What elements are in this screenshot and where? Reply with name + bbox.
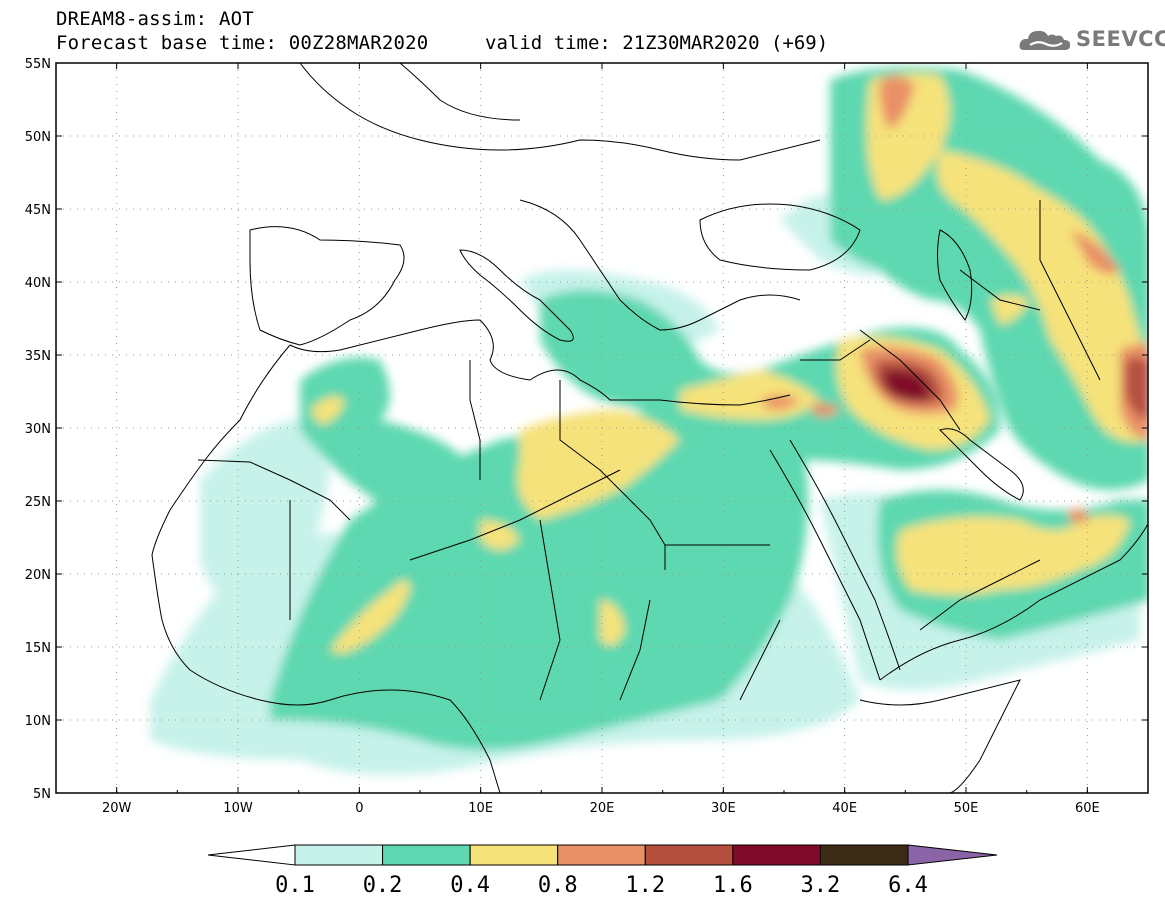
lat-label: 50N [25, 130, 51, 145]
colorbar-swatch [382, 844, 471, 866]
lon-label: 20W [102, 801, 132, 816]
lon-label: 0 [355, 801, 363, 816]
title-base-time: Forecast base time: 00Z28MAR2020 [56, 32, 429, 54]
colorbar-level-label: 0.8 [537, 873, 578, 898]
seevccc-logo [1018, 24, 1158, 56]
aot-field [56, 63, 1148, 793]
colorbar-level-label: 1.6 [712, 873, 753, 898]
lon-label: 20E [590, 801, 615, 816]
lon-label: 10E [468, 801, 493, 816]
colorbar [207, 844, 998, 866]
colorbar-right-arrow [907, 844, 998, 866]
colorbar-level-label: 3.2 [800, 873, 841, 898]
lat-label: 30N [25, 422, 51, 437]
lat-label: 35N [25, 349, 51, 364]
colorbar-swatch [469, 844, 559, 866]
lon-labels: 20W 10W 0 10E 20E 30E 40E 50E 60E [102, 801, 1100, 816]
lon-label: 50E [954, 801, 979, 816]
lat-labels: 55N 50N 45N 40N 35N 30N 25N 20N 15N 10N 5N [25, 57, 51, 802]
lat-label: 25N [25, 495, 51, 510]
colorbar-left-arrow [207, 844, 296, 866]
colorbar-swatch [732, 844, 821, 866]
coastlines [151, 63, 1148, 793]
graticule [56, 63, 1148, 793]
lat-label: 20N [25, 568, 51, 583]
colorbar-level-label: 0.1 [275, 873, 315, 898]
lat-label: 45N [25, 203, 51, 218]
axis-ticks [55, 62, 1149, 794]
title-valid-time: valid time: 21Z30MAR2020 (+69) [485, 32, 829, 54]
lon-label: 40E [832, 801, 857, 816]
lat-label: 10N [25, 714, 51, 729]
title-product: DREAM8-assim: AOT [56, 8, 254, 30]
colorbar-swatch [557, 844, 646, 866]
lat-label: 15N [25, 641, 51, 656]
colorbar-level-label: 0.4 [450, 873, 491, 898]
lon-label: 60E [1075, 801, 1100, 816]
lon-label: 30E [711, 801, 736, 816]
lat-label: 55N [25, 57, 51, 72]
logo-text: SEEVCCC [1076, 27, 1165, 51]
colorbar-swatch [819, 844, 909, 866]
lon-label: 10W [223, 801, 253, 816]
colorbar-level-label: 1.2 [625, 873, 666, 898]
lat-label: 5N [33, 787, 51, 802]
colorbar-swatch [294, 844, 384, 866]
aot-band-0.2 [270, 66, 1148, 750]
colorbar-swatch [644, 844, 734, 866]
cloud-icon [1019, 30, 1071, 50]
colorbar-level-label: 0.2 [362, 873, 403, 898]
lat-label: 40N [25, 276, 51, 291]
colorbar-level-label: 6.4 [888, 873, 928, 898]
